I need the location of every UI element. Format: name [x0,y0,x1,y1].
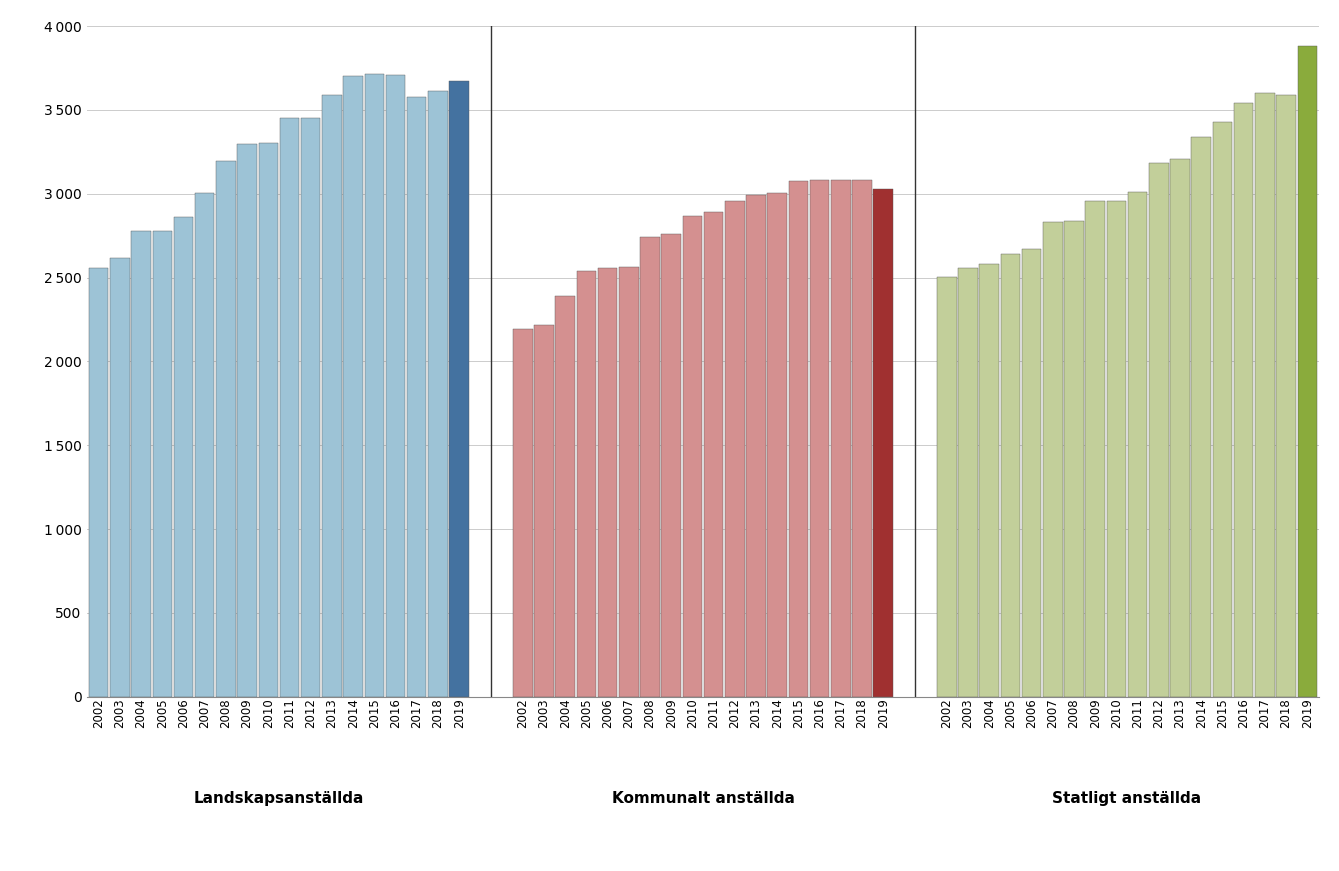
Bar [534,325,554,697]
Bar [1022,249,1042,697]
Bar [1127,192,1148,697]
Bar [174,217,193,697]
Bar [597,267,617,697]
Bar [323,95,341,697]
Text: Statligt anställda: Statligt anställda [1052,791,1201,806]
Text: Landskapsanställda: Landskapsanställda [194,791,364,806]
Bar [810,180,829,697]
Bar [153,231,171,697]
Bar [1255,93,1275,697]
Bar [1170,159,1190,697]
Bar [937,277,956,697]
Bar [407,97,427,697]
Bar [343,77,363,697]
Bar [195,193,214,697]
Bar [216,161,236,697]
Bar [789,181,809,697]
Bar [767,193,787,697]
Text: Kommunalt anställda: Kommunalt anställda [612,791,794,806]
Bar [386,75,406,697]
Bar [619,267,639,697]
Bar [1213,122,1232,697]
Bar [428,91,447,697]
Bar [1000,254,1020,697]
Bar [577,271,596,697]
Bar [832,180,850,697]
Bar [1065,220,1083,697]
Bar [746,195,766,697]
Bar [1086,201,1105,697]
Bar [280,118,300,697]
Bar [640,238,660,697]
Bar [1149,163,1169,697]
Bar [1276,95,1296,697]
Bar [1043,222,1063,697]
Bar [88,267,108,697]
Bar [959,267,977,697]
Bar [556,296,574,697]
Bar [683,216,702,697]
Bar [852,180,872,697]
Bar [661,234,682,697]
Bar [1235,104,1253,697]
Bar [1192,137,1210,697]
Bar [979,264,999,697]
Bar [258,143,279,697]
Bar [237,145,257,697]
Bar [704,213,723,697]
Bar [364,74,384,697]
Bar [301,118,320,697]
Bar [1297,46,1318,697]
Bar [131,231,151,697]
Bar [110,259,130,697]
Bar [513,328,533,697]
Bar [724,200,744,697]
Bar [873,189,893,697]
Bar [1106,200,1126,697]
Bar [450,82,469,697]
